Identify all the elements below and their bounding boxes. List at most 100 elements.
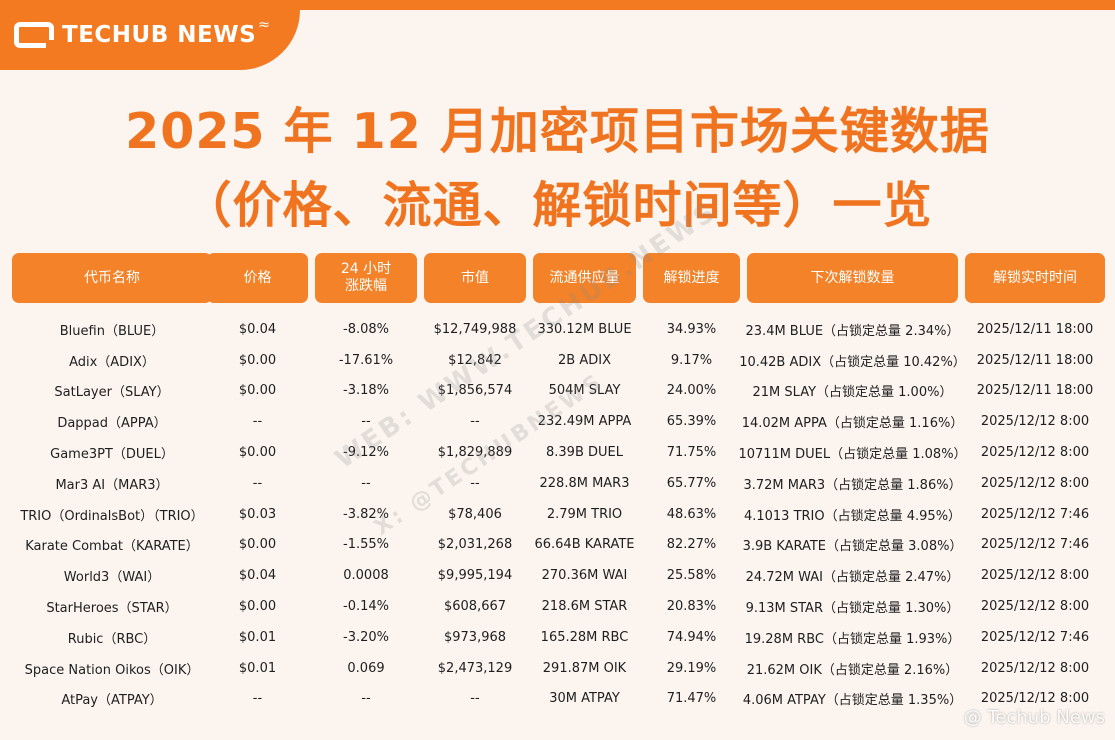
cell-token-name: StarHeroes（STAR） [46,601,178,617]
cell-next-unlock-amount: 10.42B ADIX（占锁定总量 10.42%） [739,354,966,370]
cell-unlock-time: 2025/12/12 8:00 [980,568,1090,584]
cell-circulating-supply: 2.79M TRIO [546,506,623,522]
cell-change-24h: -3.82% [343,506,389,522]
table-row: TRIO（OrdinalsBot）（TRIO） $0.03 -3.82% $78,40… [0,499,1115,530]
cell-token-name: Dappad（APPA） [57,416,167,432]
cell-market-cap: $12,842 [448,352,502,368]
table-row: Adix（ADIX） $0.00 -17.61% $12,842 2B ADIX 9.17… [0,345,1115,376]
cell-unlock-progress: 48.63% [666,506,717,522]
cell-next-unlock-amount: 19.28M RBC（占锁定总量 1.93%） [744,631,961,647]
cell-circulating-supply: 504M SLAY [548,383,621,399]
cell-market-cap: -- [470,691,480,707]
cell-market-cap: $1,829,889 [437,445,513,461]
cell-token-name: World3（WAI） [63,570,161,586]
cell-market-cap: $1,856,574 [437,383,513,399]
table-row: Space Nation Oikos（OIK） $0.01 0.069 $2,473,… [0,653,1115,684]
cell-price: $0.01 [238,660,277,676]
cell-circulating-supply: 8.39B DUEL [546,445,623,461]
cell-next-unlock-amount: 21M SLAY（占锁定总量 1.00%） [752,385,953,401]
header-next-unlock-amount: 下次解锁数量 [747,253,958,303]
cell-unlock-progress: 82.27% [666,537,717,553]
cell-unlock-time: 2025/12/11 18:00 [976,383,1094,399]
cell-market-cap: $78,406 [448,506,502,522]
cell-unlock-time: 2025/12/12 8:00 [980,445,1090,461]
cell-market-cap: $608,667 [443,599,507,615]
cell-unlock-time: 2025/12/12 8:00 [980,414,1090,430]
cell-change-24h: 0.0008 [343,568,389,584]
cell-next-unlock-amount: 3.9B KARATE（占锁定总量 3.08%） [742,539,963,555]
data-table-body: Bluefin（BLUE） $0.04 -8.08% $12,749,988 330.1… [0,314,1115,714]
cell-market-cap: $2,031,268 [437,537,513,553]
page-title-line-2: （价格、流通、解锁时间等）一览 [182,177,933,234]
cell-change-24h: -0.14% [343,599,389,615]
cell-token-name: Adix（ADIX） [69,354,155,370]
cell-market-cap: $12,749,988 [433,321,517,337]
cell-unlock-time: 2025/12/12 7:46 [980,506,1090,522]
cell-price: -- [252,691,263,707]
cell-circulating-supply: 232.49M APPA [537,414,632,430]
cell-next-unlock-amount: 21.62M OIK（占锁定总量 2.16%） [746,662,959,678]
cell-token-name: Mar3 AI（MAR3） [55,477,169,493]
techub-logo-icon [14,22,58,52]
cell-unlock-progress: 65.77% [666,475,717,491]
cell-unlock-time: 2025/12/12 8:00 [980,691,1090,707]
cell-token-name: Space Nation Oikos（OIK） [24,662,200,678]
header-market-cap: 市值 [424,253,526,303]
cell-price: $0.00 [238,599,277,615]
cell-unlock-time: 2025/12/11 18:00 [976,321,1094,337]
cell-price: $0.00 [238,352,277,368]
cell-price: $0.00 [238,383,277,399]
table-row: Game3PT（DUEL） $0.00 -9.12% $1,829,889 8.39B … [0,437,1115,468]
signal-icon: ≈ [258,17,270,33]
cell-change-24h: -- [361,475,371,491]
cell-circulating-supply: 165.28M RBC [540,629,629,645]
cell-circulating-supply: 2B ADIX [558,352,611,368]
top-accent-stripe [0,0,1115,10]
cell-market-cap: -- [470,475,480,491]
footer-credit: @ Techub News [963,707,1105,728]
cell-unlock-progress: 29.19% [666,660,717,676]
cell-unlock-progress: 71.47% [666,691,717,707]
brand-logo-text: TECHUB NEWS [62,22,257,48]
table-row: Karate Combat（KARATE） $0.00 -1.55% $2,031,2… [0,530,1115,561]
cell-next-unlock-amount: 23.4M BLUE（占锁定总量 2.34%） [745,323,960,339]
cell-next-unlock-amount: 3.72M MAR3（占锁定总量 1.86%） [743,477,962,493]
table-row: AtPay（ATPAY） -- -- -- 30M ATPAY 71.47% 4.06M A… [0,684,1115,715]
cell-unlock-progress: 25.58% [666,568,717,584]
table-row: World3（WAI） $0.04 0.0008 $9,995,194 270.36M … [0,560,1115,591]
cell-circulating-supply: 30M ATPAY [549,691,620,707]
cell-unlock-progress: 24.00% [666,383,717,399]
cell-change-24h: 0.069 [347,660,385,676]
table-row: Bluefin（BLUE） $0.04 -8.08% $12,749,988 330.1… [0,314,1115,345]
cell-change-24h: -3.20% [343,629,389,645]
cell-change-24h: -3.18% [343,383,389,399]
cell-circulating-supply: 228.8M MAR3 [539,475,630,491]
cell-token-name: Bluefin（BLUE） [59,323,165,339]
cell-token-name: Game3PT（DUEL） [50,447,174,463]
cell-price: $0.03 [238,506,277,522]
cell-unlock-time: 2025/12/12 8:00 [980,599,1090,615]
cell-unlock-time: 2025/12/11 18:00 [976,352,1094,368]
cell-unlock-progress: 65.39% [666,414,717,430]
cell-unlock-progress: 71.75% [666,445,717,461]
cell-next-unlock-amount: 4.06M ATPAY（占锁定总量 1.35%） [742,693,963,709]
cell-price: $0.01 [238,629,277,645]
cell-token-name: AtPay（ATPAY） [61,693,163,709]
table-row: SatLayer（SLAY） $0.00 -3.18% $1,856,574 504M … [0,376,1115,407]
table-row: Rubic（RBC） $0.01 -3.20% $973,968 165.28M RBC… [0,622,1115,653]
cell-unlock-time: 2025/12/12 7:46 [980,629,1090,645]
table-header: 代币名称 价格 24 小时 涨跌幅 市值 流通供应量 解锁进度 下次解锁数量 解锁实时时间 [0,253,1115,303]
cell-change-24h: -8.08% [343,321,389,337]
cell-unlock-time: 2025/12/12 8:00 [980,660,1090,676]
cell-market-cap: $9,995,194 [437,568,513,584]
table-row: StarHeroes（STAR） $0.00 -0.14% $608,667 218.6… [0,591,1115,622]
cell-circulating-supply: 291.87M OIK [542,660,627,676]
cell-change-24h: -- [361,414,371,430]
header-circulating-supply: 流通供应量 [533,253,636,303]
cell-token-name: Karate Combat（KARATE） [25,539,199,555]
cell-unlock-progress: 74.94% [666,629,717,645]
cell-circulating-supply: 330.12M BLUE [537,321,632,337]
header-unlock-progress: 解锁进度 [643,253,740,303]
cell-price: -- [252,414,263,430]
cell-price: $0.00 [238,537,277,553]
